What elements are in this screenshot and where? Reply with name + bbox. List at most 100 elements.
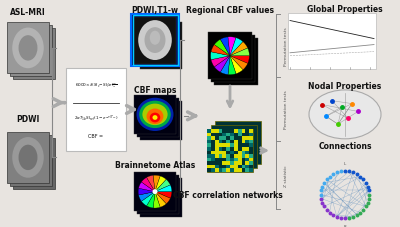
FancyBboxPatch shape bbox=[249, 165, 253, 169]
FancyBboxPatch shape bbox=[234, 137, 238, 140]
FancyBboxPatch shape bbox=[211, 144, 215, 147]
FancyBboxPatch shape bbox=[245, 147, 249, 151]
FancyBboxPatch shape bbox=[242, 158, 245, 162]
Text: CBF correlation networks: CBF correlation networks bbox=[173, 190, 283, 199]
FancyBboxPatch shape bbox=[234, 133, 238, 137]
Wedge shape bbox=[214, 40, 230, 57]
Wedge shape bbox=[155, 192, 172, 198]
Text: PDWI,T1-w: PDWI,T1-w bbox=[132, 6, 178, 15]
Ellipse shape bbox=[12, 28, 44, 69]
FancyBboxPatch shape bbox=[238, 144, 242, 147]
Text: CBF maps: CBF maps bbox=[134, 86, 176, 95]
FancyBboxPatch shape bbox=[238, 147, 242, 151]
Text: Permutation tests: Permutation tests bbox=[284, 90, 288, 129]
Text: L: L bbox=[344, 162, 346, 165]
FancyBboxPatch shape bbox=[207, 144, 211, 147]
FancyBboxPatch shape bbox=[222, 144, 226, 147]
Wedge shape bbox=[228, 57, 236, 75]
FancyBboxPatch shape bbox=[218, 129, 222, 133]
FancyBboxPatch shape bbox=[234, 162, 238, 165]
FancyBboxPatch shape bbox=[218, 144, 222, 147]
FancyBboxPatch shape bbox=[218, 133, 222, 137]
FancyBboxPatch shape bbox=[226, 151, 230, 154]
FancyBboxPatch shape bbox=[222, 158, 226, 162]
FancyBboxPatch shape bbox=[215, 137, 218, 140]
Text: ASL-MRI: ASL-MRI bbox=[10, 8, 46, 17]
FancyBboxPatch shape bbox=[249, 158, 253, 162]
FancyBboxPatch shape bbox=[230, 129, 234, 133]
FancyBboxPatch shape bbox=[215, 151, 218, 154]
FancyBboxPatch shape bbox=[207, 129, 253, 172]
FancyBboxPatch shape bbox=[218, 158, 222, 162]
FancyBboxPatch shape bbox=[222, 137, 226, 140]
FancyBboxPatch shape bbox=[222, 162, 226, 165]
Ellipse shape bbox=[150, 113, 160, 123]
Text: R: R bbox=[344, 224, 346, 227]
Text: Permutation tests: Permutation tests bbox=[284, 27, 288, 65]
FancyBboxPatch shape bbox=[226, 169, 230, 172]
FancyBboxPatch shape bbox=[249, 137, 253, 140]
Wedge shape bbox=[230, 42, 248, 57]
FancyBboxPatch shape bbox=[222, 140, 226, 144]
FancyBboxPatch shape bbox=[242, 154, 245, 158]
FancyBboxPatch shape bbox=[245, 162, 249, 165]
Ellipse shape bbox=[138, 21, 172, 61]
FancyBboxPatch shape bbox=[207, 169, 211, 172]
FancyBboxPatch shape bbox=[226, 133, 230, 137]
FancyBboxPatch shape bbox=[245, 151, 249, 154]
Wedge shape bbox=[142, 178, 155, 192]
FancyBboxPatch shape bbox=[134, 95, 176, 134]
Wedge shape bbox=[155, 176, 166, 192]
Text: CBF =: CBF = bbox=[88, 133, 104, 138]
FancyBboxPatch shape bbox=[238, 162, 242, 165]
FancyBboxPatch shape bbox=[245, 165, 249, 169]
FancyBboxPatch shape bbox=[215, 133, 218, 137]
FancyBboxPatch shape bbox=[249, 144, 253, 147]
Wedge shape bbox=[211, 45, 230, 57]
FancyBboxPatch shape bbox=[226, 154, 230, 158]
FancyBboxPatch shape bbox=[218, 162, 222, 165]
FancyBboxPatch shape bbox=[218, 151, 222, 154]
FancyBboxPatch shape bbox=[211, 162, 215, 165]
FancyBboxPatch shape bbox=[238, 154, 242, 158]
FancyBboxPatch shape bbox=[226, 162, 230, 165]
FancyBboxPatch shape bbox=[234, 169, 238, 172]
FancyBboxPatch shape bbox=[230, 158, 234, 162]
Ellipse shape bbox=[12, 137, 44, 178]
FancyBboxPatch shape bbox=[140, 101, 182, 140]
Ellipse shape bbox=[18, 36, 38, 61]
FancyBboxPatch shape bbox=[211, 126, 257, 168]
FancyBboxPatch shape bbox=[140, 178, 182, 217]
FancyBboxPatch shape bbox=[215, 147, 218, 151]
FancyBboxPatch shape bbox=[7, 23, 49, 74]
FancyBboxPatch shape bbox=[238, 129, 242, 133]
FancyBboxPatch shape bbox=[140, 23, 182, 70]
FancyBboxPatch shape bbox=[230, 147, 234, 151]
Text: $6000\!\times\!\lambda(SI_c\!-\!SI_l)e^{\frac{PLD}{T_{1b}}}$: $6000\!\times\!\lambda(SI_c\!-\!SI_l)e^{… bbox=[75, 81, 117, 90]
FancyBboxPatch shape bbox=[222, 129, 226, 133]
FancyBboxPatch shape bbox=[211, 151, 215, 154]
Wedge shape bbox=[155, 192, 170, 204]
FancyBboxPatch shape bbox=[234, 140, 238, 144]
FancyBboxPatch shape bbox=[222, 147, 226, 151]
FancyBboxPatch shape bbox=[230, 144, 234, 147]
FancyBboxPatch shape bbox=[230, 137, 234, 140]
FancyBboxPatch shape bbox=[215, 129, 218, 133]
FancyBboxPatch shape bbox=[215, 162, 218, 165]
Text: Brainnetome Atlas: Brainnetome Atlas bbox=[115, 161, 195, 170]
FancyBboxPatch shape bbox=[207, 137, 211, 140]
FancyBboxPatch shape bbox=[249, 140, 253, 144]
FancyBboxPatch shape bbox=[218, 140, 222, 144]
FancyBboxPatch shape bbox=[211, 36, 255, 83]
FancyBboxPatch shape bbox=[249, 162, 253, 165]
FancyBboxPatch shape bbox=[238, 133, 242, 137]
Ellipse shape bbox=[139, 101, 171, 128]
Wedge shape bbox=[230, 39, 243, 57]
Wedge shape bbox=[230, 49, 249, 57]
FancyBboxPatch shape bbox=[245, 129, 249, 133]
Wedge shape bbox=[155, 192, 166, 207]
FancyBboxPatch shape bbox=[211, 169, 215, 172]
FancyBboxPatch shape bbox=[215, 140, 218, 144]
FancyBboxPatch shape bbox=[242, 140, 245, 144]
FancyBboxPatch shape bbox=[10, 26, 52, 77]
